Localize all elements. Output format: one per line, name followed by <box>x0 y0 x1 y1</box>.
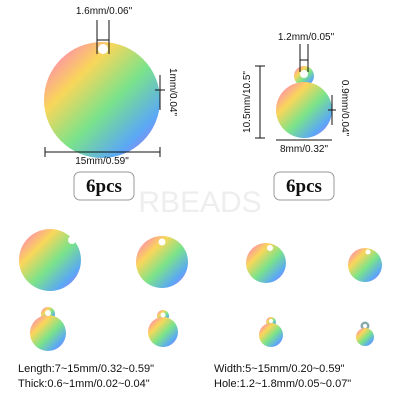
dimension-label: 8mm/0.32" <box>280 144 328 155</box>
dimension-label: 1mm/0.04" <box>167 68 178 116</box>
dimension-label: 10.5mm/10.5" <box>242 71 253 133</box>
dimension-label: 1.2mm/0.05" <box>278 32 335 43</box>
quantity: 6pcs <box>286 176 322 197</box>
spec: Width:5~15mm/0.20~0.59" <box>214 363 345 375</box>
small-charm <box>255 44 336 141</box>
quantity-badge <box>273 171 335 201</box>
dimension-label: 1.6mm/0.06" <box>76 6 133 17</box>
assortment <box>19 229 382 351</box>
dimension-label: 15mm/0.59" <box>75 156 129 167</box>
quantity-badge <box>73 171 135 201</box>
large-charm <box>44 20 165 158</box>
dimension-label: 0.9mm/0.04" <box>339 80 350 137</box>
spec: Thick:0.6~1mm/0.02~0.04" <box>18 378 150 390</box>
quantity: 6pcs <box>86 176 122 197</box>
watermark: RBEADS <box>138 186 261 219</box>
spec: Length:7~15mm/0.32~0.59" <box>18 363 154 375</box>
spec: Hole:1.2~1.8mm/0.05~0.07" <box>214 378 351 390</box>
